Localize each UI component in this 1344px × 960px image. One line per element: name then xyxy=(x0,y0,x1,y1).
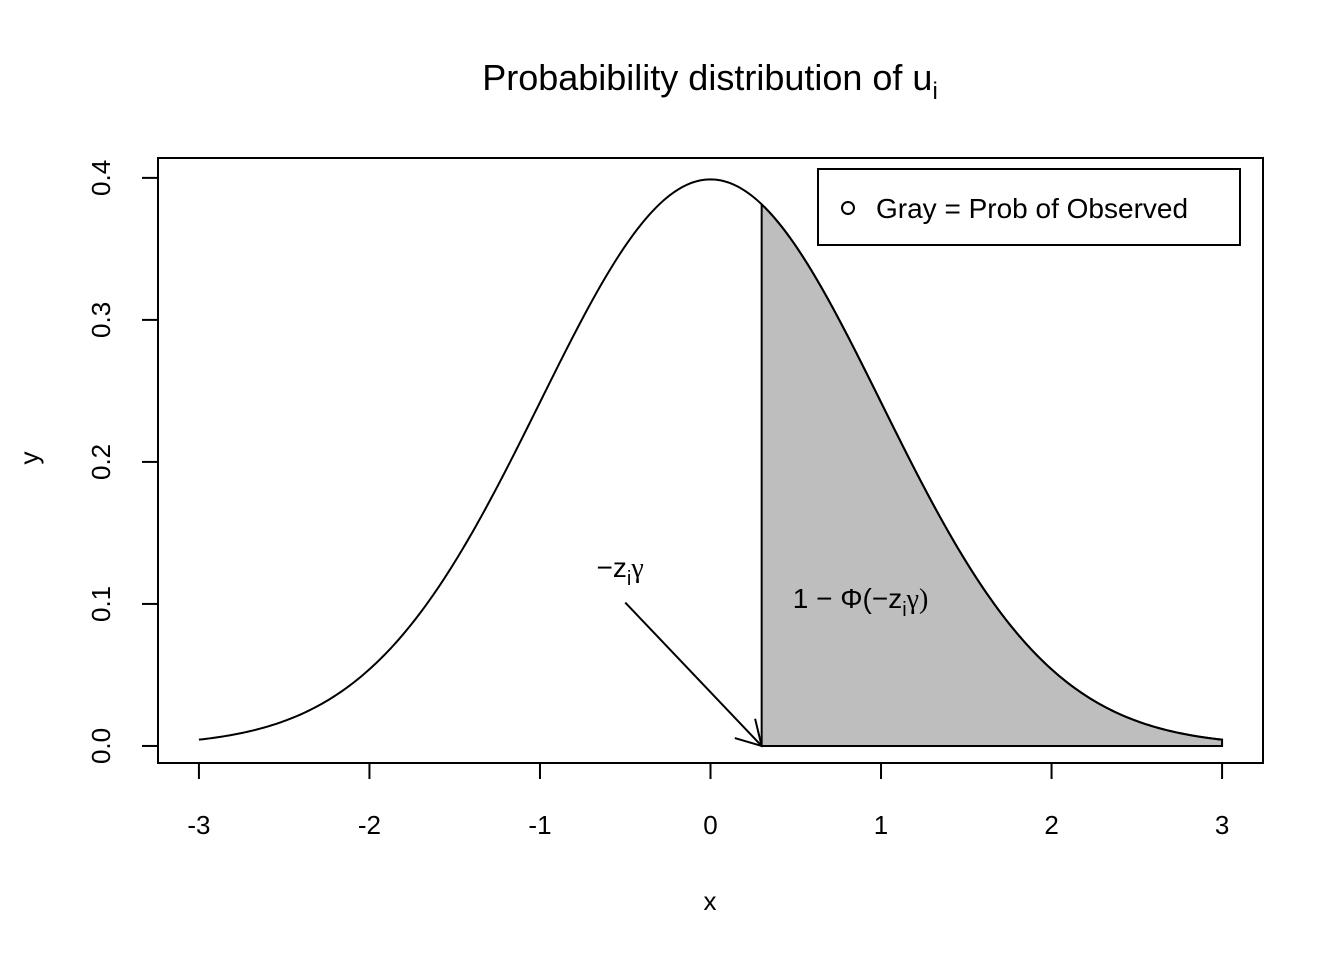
x-tick-label: 0 xyxy=(703,810,717,840)
x-axis: -3 -2 -1 0 1 2 3 xyxy=(187,762,1229,840)
x-tick-label: 1 xyxy=(874,810,888,840)
legend-box xyxy=(817,168,1241,246)
y-tick-label: 0.1 xyxy=(86,586,116,622)
y-tick-label: 0.4 xyxy=(86,160,116,196)
y-tick-label: 0.2 xyxy=(86,444,116,480)
x-tick-label: -2 xyxy=(358,810,381,840)
y-axis: 0.0 0.1 0.2 0.3 0.4 xyxy=(86,160,159,764)
annotation-label-prob: 1 − Φ(−ziγ) xyxy=(793,583,929,621)
plot-area-frame xyxy=(157,157,1264,764)
density-curve xyxy=(198,178,1223,741)
y-axis-label: y xyxy=(14,452,44,465)
x-tick-label: -3 xyxy=(187,810,210,840)
x-tick-label: 2 xyxy=(1044,810,1058,840)
annotation-arrow-head xyxy=(734,718,764,748)
x-tick-label: -1 xyxy=(528,810,551,840)
shaded-region xyxy=(760,201,1224,747)
chart-title-main: Probabibility distribution of u xyxy=(482,57,932,98)
x-tick-label: 3 xyxy=(1215,810,1229,840)
svg-text:Probabibility distribution of: Probabibility distribution of ui xyxy=(482,57,938,105)
chart-title: Probabibility distribution of ui xyxy=(482,57,938,105)
y-tick-label: 0.3 xyxy=(86,302,116,338)
x-axis-label: x xyxy=(704,886,717,916)
y-tick-label: 0.0 xyxy=(86,728,116,764)
legend: Gray = Prob of Observed xyxy=(817,168,1241,246)
legend-symbol-open-circle xyxy=(841,201,855,215)
annotation-label-threshold: −ziγ xyxy=(597,552,644,590)
legend-label: Gray = Prob of Observed xyxy=(876,193,1188,224)
chart-title-subscript: i xyxy=(932,78,937,105)
annotation-arrow-shaft xyxy=(624,601,763,747)
